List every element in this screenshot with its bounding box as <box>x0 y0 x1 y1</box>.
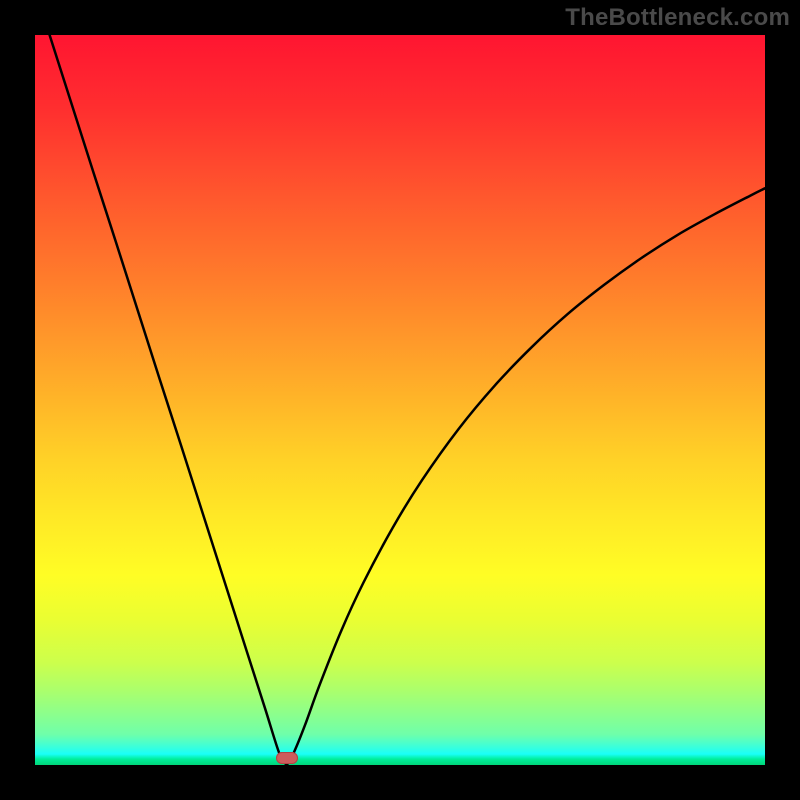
gradient-background <box>35 35 765 765</box>
optimum-marker <box>276 752 298 764</box>
watermark-text: TheBottleneck.com <box>565 4 790 32</box>
chart-root: TheBottleneck.com <box>0 0 800 800</box>
plot-area <box>35 35 765 765</box>
